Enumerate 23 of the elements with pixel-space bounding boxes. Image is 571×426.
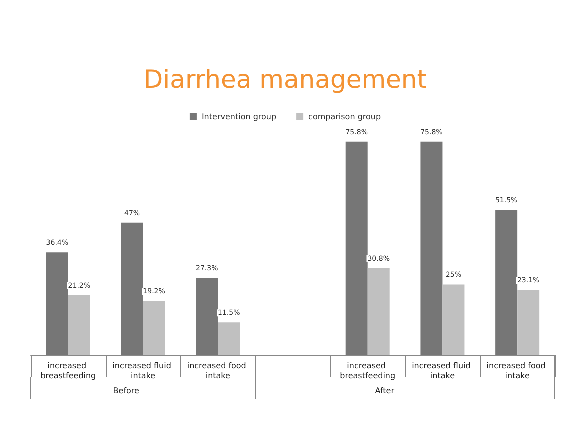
bar [368,268,390,355]
legend-label: comparison group [308,112,382,122]
bar [68,295,90,355]
x-tick-label: increased food intake [187,362,249,380]
bar [496,210,518,355]
bar [218,322,240,355]
bar [143,301,166,355]
legend-label: Intervention group [202,112,277,122]
bar [121,222,144,355]
bar [346,142,368,355]
bar [46,252,68,355]
bar [420,142,443,355]
chart-title: Diarrhea management [144,65,428,94]
x-tick-label: increased breastfeeding [340,362,396,380]
text: Before [113,386,140,396]
x-tick-label: increased fluid intake [112,362,174,380]
bar [518,290,540,355]
x-tick-label: increased breastfeeding [40,362,96,380]
text: After [375,386,396,396]
x-tick-label: increased food intake [486,362,548,380]
x-tick-label: increased fluid intake [412,362,474,380]
bar [196,278,218,355]
bar [442,284,465,355]
